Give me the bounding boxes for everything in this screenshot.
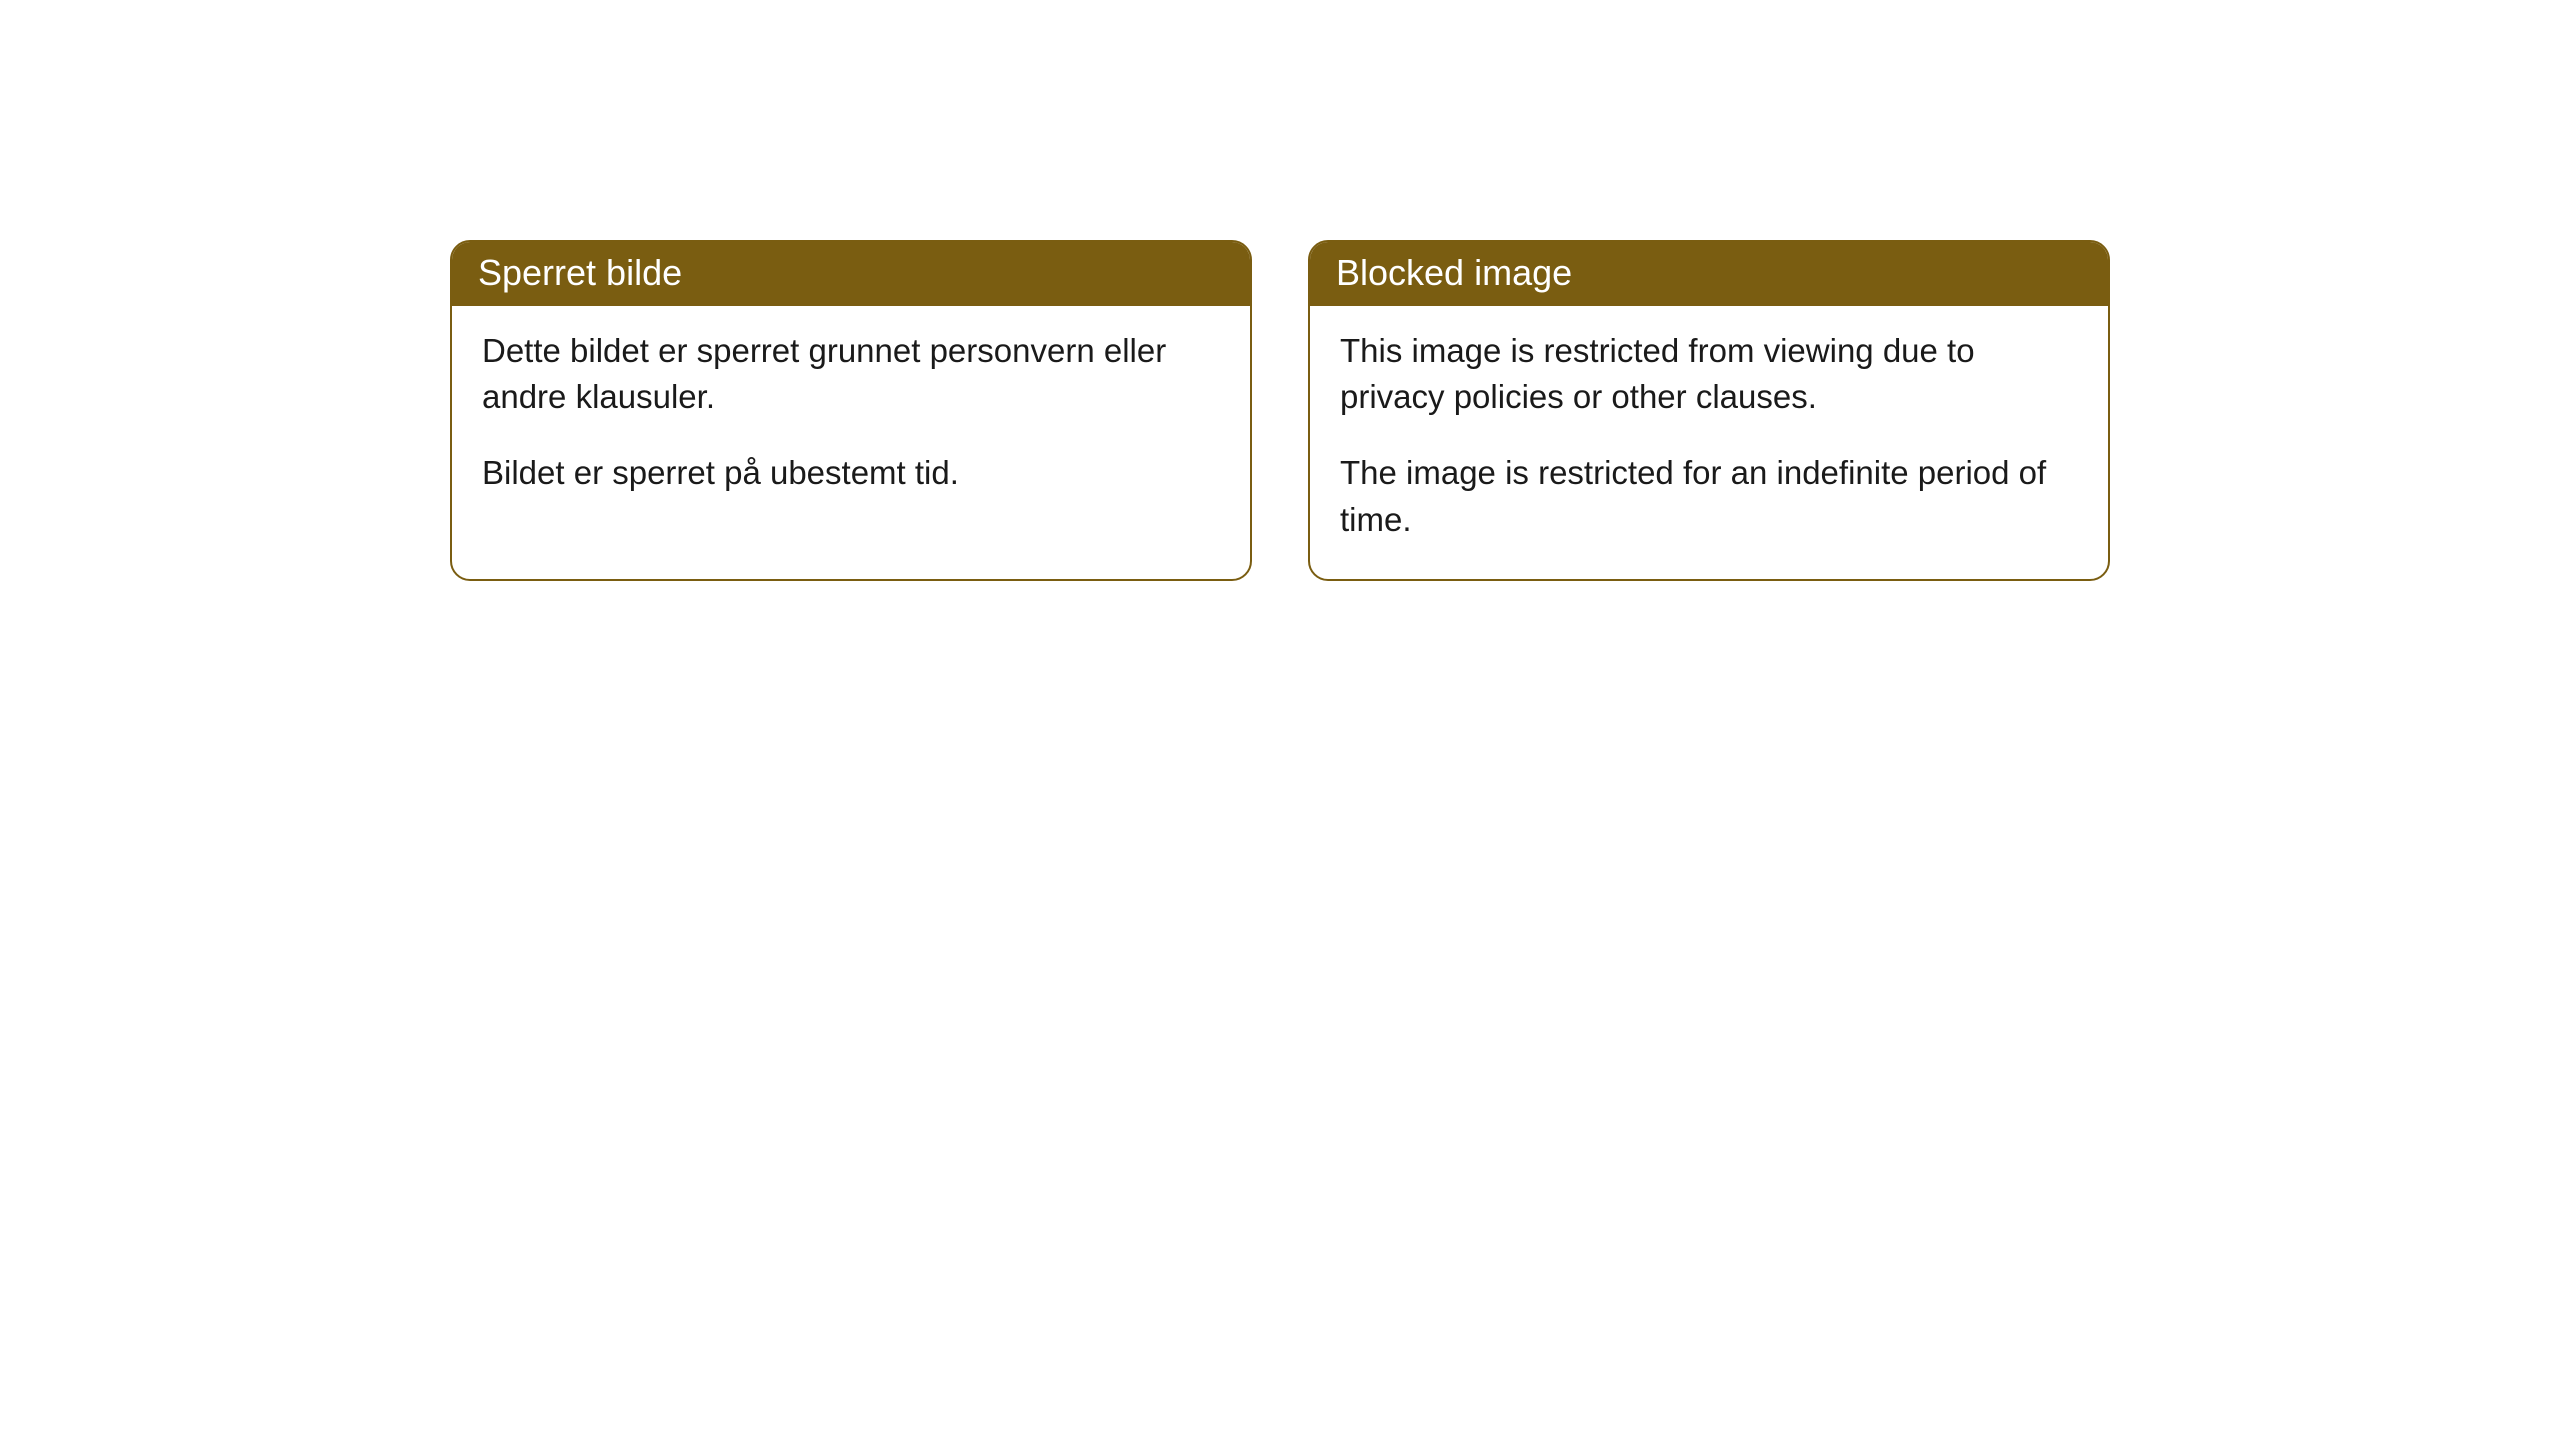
notice-text-1-norwegian: Dette bildet er sperret grunnet personve…	[482, 328, 1220, 420]
notice-text-2-norwegian: Bildet er sperret på ubestemt tid.	[482, 450, 1220, 496]
notice-card-norwegian: Sperret bilde Dette bildet er sperret gr…	[450, 240, 1252, 581]
notice-header-norwegian: Sperret bilde	[452, 242, 1250, 306]
notice-body-norwegian: Dette bildet er sperret grunnet personve…	[452, 306, 1250, 533]
notice-body-english: This image is restricted from viewing du…	[1310, 306, 2108, 579]
notice-header-english: Blocked image	[1310, 242, 2108, 306]
notice-container: Sperret bilde Dette bildet er sperret gr…	[0, 0, 2560, 581]
notice-text-1-english: This image is restricted from viewing du…	[1340, 328, 2078, 420]
notice-card-english: Blocked image This image is restricted f…	[1308, 240, 2110, 581]
notice-text-2-english: The image is restricted for an indefinit…	[1340, 450, 2078, 542]
